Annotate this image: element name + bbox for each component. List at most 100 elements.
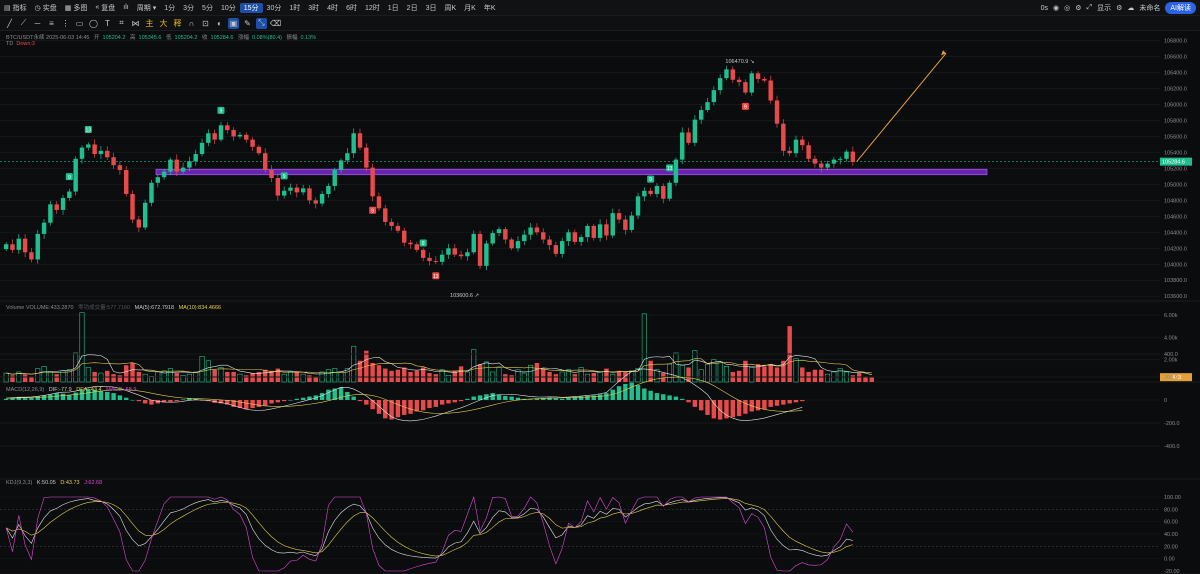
display-button[interactable]: 显示 <box>1097 5 1112 12</box>
macd-histogram-bar <box>698 400 704 411</box>
macd-histogram-bar <box>41 395 47 400</box>
volume-bar <box>793 358 799 383</box>
candle <box>98 150 104 155</box>
volume-bar <box>105 370 110 382</box>
interval-5[interactable]: 30分 <box>266 4 282 12</box>
candle <box>130 193 135 220</box>
lock-icon[interactable]: ⊡ <box>202 18 209 28</box>
interval-3[interactable]: 10分 <box>220 4 236 12</box>
candle <box>711 90 717 103</box>
macd-histogram-bar <box>275 400 281 403</box>
select-icon[interactable]: ▣ <box>228 17 239 29</box>
multi-chart-button[interactable]: ▦ 多图 <box>64 4 88 12</box>
settings-icon[interactable]: ⚙ <box>1075 5 1082 12</box>
camera-icon[interactable]: ◉ <box>1052 5 1060 12</box>
channel-icon[interactable]: ≡ <box>49 18 54 28</box>
td-marker-label: 13 <box>667 166 673 172</box>
volume-bar <box>705 363 711 383</box>
interval-1[interactable]: 3分 <box>183 4 195 12</box>
trash-icon[interactable]: ⌫ <box>269 18 282 28</box>
volume-bar <box>641 313 647 383</box>
volume-bar <box>414 370 420 382</box>
volume-bar <box>275 368 281 382</box>
macd-dif-line <box>6 368 803 422</box>
interval-6[interactable]: 1时 <box>289 4 301 12</box>
replay-button[interactable]: ◷ 实盘 <box>34 4 57 12</box>
candle <box>616 213 622 220</box>
fib-icon[interactable]: ⋮ <box>61 18 70 28</box>
interval-16[interactable]: 年K <box>483 4 496 12</box>
macd-histogram-bar <box>35 396 40 400</box>
chart-area[interactable]: 106800.0 106600.0 106400.0 106200.0 106000.0… <box>0 31 1200 574</box>
volume-bar <box>477 364 483 382</box>
measure-icon[interactable]: ⌗ <box>119 18 124 27</box>
macd-histogram-bar <box>717 400 723 420</box>
bell-icon[interactable]: ◎ <box>1064 5 1071 12</box>
candle <box>319 193 325 204</box>
interval-11[interactable]: 1日 <box>387 4 399 12</box>
candle <box>332 169 337 186</box>
chart-type-button[interactable]: ılı <box>119 4 132 11</box>
fullscreen-icon[interactable]: ⤢ <box>1086 4 1093 11</box>
volume-bar <box>10 375 15 382</box>
macd-histogram-bar <box>623 383 628 400</box>
candle <box>762 78 767 81</box>
macd-histogram-bar <box>711 400 717 419</box>
interval-10[interactable]: 12时 <box>364 4 380 12</box>
interval-8[interactable]: 4时 <box>327 4 339 12</box>
candle <box>35 233 40 260</box>
ray-icon[interactable]: ⟋ <box>20 18 27 27</box>
style-explain-button[interactable]: 释 <box>173 18 182 28</box>
interval-12[interactable]: 2日 <box>406 4 418 12</box>
candle-type-icon: ılı <box>123 4 129 11</box>
td-marker <box>419 239 427 247</box>
ai-interpret-button[interactable]: AI解读 <box>1165 2 1196 14</box>
interval-7[interactable]: 3时 <box>308 4 320 12</box>
interval-14[interactable]: 周K <box>444 4 457 12</box>
cursor-icon[interactable]: ⤡ <box>256 17 267 29</box>
indicators-button[interactable]: ▤ 指标 <box>4 4 27 12</box>
style-big-button[interactable]: 大 <box>159 18 168 28</box>
candle <box>553 245 559 254</box>
candle <box>642 190 647 197</box>
interval-4[interactable]: 15分 <box>239 2 263 13</box>
volume-bar <box>635 368 641 383</box>
interval-15[interactable]: 月K <box>464 4 476 12</box>
style-main-button[interactable]: 主 <box>145 18 154 28</box>
candle <box>136 219 142 228</box>
td-marker-label: 13 <box>433 274 439 280</box>
volume-bar <box>98 372 104 383</box>
interval-0[interactable]: 1分 <box>164 4 176 12</box>
price-tick-label: 105200.0 <box>1164 166 1187 172</box>
trendline-icon[interactable]: ╱ <box>7 18 12 28</box>
interval-9[interactable]: 6时 <box>346 4 357 12</box>
macd-legend: MACD(12,26,9) DIF:-77.9 DEA:-43.4 MACD:-… <box>6 387 139 393</box>
magnet-icon[interactable]: ∩ <box>188 18 195 28</box>
interval-2[interactable]: 5分 <box>202 4 213 12</box>
candle <box>559 241 565 254</box>
pencil-icon[interactable]: ✎ <box>244 18 251 28</box>
gear-icon[interactable]: ⚙ <box>1116 5 1123 12</box>
candle <box>743 82 748 93</box>
macd-histogram-bar <box>471 396 476 400</box>
candle <box>698 110 704 120</box>
macd-histogram-bar <box>3 398 9 400</box>
review-button[interactable]: «复盘 <box>95 4 116 12</box>
candle <box>597 224 603 238</box>
horizontal-line-icon[interactable]: ─ <box>34 18 41 28</box>
interval-13[interactable]: 3日 <box>425 4 437 12</box>
trend-arrow-head <box>941 50 946 56</box>
text-icon[interactable]: T <box>105 18 110 28</box>
candle <box>383 208 388 222</box>
candle <box>819 163 824 168</box>
pattern-icon[interactable]: ⋈ <box>131 18 140 28</box>
candle <box>680 132 685 160</box>
ellipse-icon[interactable]: ◯ <box>89 18 98 28</box>
rectangle-icon[interactable]: ▭ <box>75 18 84 28</box>
eye-icon[interactable]: ◐ <box>217 18 222 28</box>
layout-name[interactable]: 未命名 <box>1139 5 1161 12</box>
macd-histogram-bar <box>528 399 533 400</box>
macd-histogram-bar <box>326 389 331 400</box>
macd-histogram-bar <box>281 400 287 402</box>
period-dropdown[interactable]: 周期 ▾ <box>136 4 157 12</box>
